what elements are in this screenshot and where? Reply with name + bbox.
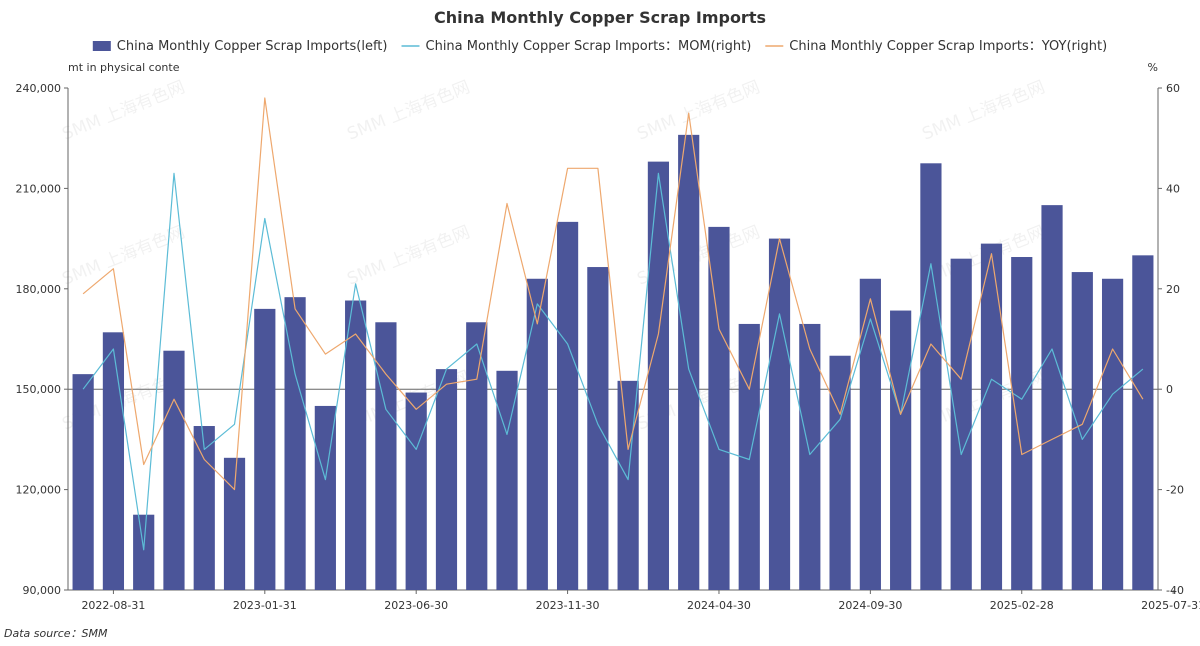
bar: [72, 374, 94, 590]
left-axis-unit: mt in physical conte: [68, 61, 180, 74]
legend-item[interactable]: China Monthly Copper Scrap Imports：YOY(r…: [765, 39, 1107, 54]
right-tick-label: 0: [1166, 383, 1173, 396]
x-tick-label: 2024-04-30: [687, 599, 751, 612]
bar: [284, 297, 306, 590]
legend-label: China Monthly Copper Scrap Imports：YOY(r…: [789, 39, 1107, 54]
watermark: SMM 上海有色网: [919, 77, 1048, 144]
bar: [526, 278, 548, 590]
data-source: Data source：SMM: [4, 627, 108, 640]
watermark: SMM 上海有色网: [634, 77, 763, 144]
bar: [890, 310, 912, 590]
bar: [647, 161, 670, 591]
bar: [1101, 278, 1124, 590]
chart-title: China Monthly Copper Scrap Imports: [434, 8, 766, 27]
x-tick-label: 2023-06-30: [384, 599, 448, 612]
bar: [102, 332, 125, 590]
mom-line: [82, 172, 1144, 551]
legend[interactable]: China Monthly Copper Scrap Imports(left)…: [92, 39, 1107, 54]
watermark: SMM 上海有色网: [59, 77, 188, 144]
bar: [708, 226, 730, 591]
left-tick-label: 210,000: [16, 182, 62, 195]
left-tick-label: 120,000: [16, 484, 62, 497]
bar: [314, 405, 336, 590]
left-tick-label: 240,000: [16, 82, 62, 95]
x-tick-label: 2024-09-30: [838, 599, 902, 612]
bar: [829, 355, 851, 590]
axes: [64, 87, 1174, 594]
bar: [163, 350, 185, 590]
right-axis-unit: %: [1148, 61, 1158, 74]
bar: [1041, 205, 1063, 590]
legend-label: China Monthly Copper Scrap Imports(left): [117, 39, 388, 54]
bar: [1132, 255, 1154, 591]
legend-swatch: [92, 41, 111, 51]
bar: [799, 323, 821, 590]
bar: [254, 308, 276, 590]
bar: [920, 163, 942, 591]
bar: [980, 243, 1003, 590]
bar: [1071, 272, 1093, 590]
x-tick-label: 2025-02-28: [990, 599, 1054, 612]
bar: [768, 238, 791, 590]
bar: [193, 426, 215, 590]
right-tick-label: -40: [1166, 584, 1184, 597]
bar: [345, 300, 367, 590]
tick-labels: 90,000 120,000 150,000 180,000 210,000 240,00…: [16, 82, 1200, 612]
left-tick-label: 180,000: [16, 283, 62, 296]
bar: [496, 370, 518, 590]
bar: [435, 369, 458, 590]
bar: [405, 392, 427, 590]
watermark: SMM 上海有色网: [344, 77, 473, 144]
bar: [1011, 257, 1033, 590]
x-tick-label: 2023-01-31: [233, 599, 297, 612]
bar: [617, 380, 639, 590]
left-tick-label: 150,000: [16, 383, 62, 396]
bar: [950, 258, 972, 590]
line-series: [82, 97, 1144, 551]
left-tick-label: 90,000: [23, 584, 62, 597]
legend-item[interactable]: China Monthly Copper Scrap Imports(left): [92, 39, 388, 54]
watermark: SMM 上海有色网: [344, 222, 473, 289]
right-tick-label: 20: [1166, 283, 1180, 296]
legend-label: China Monthly Copper Scrap Imports：MOM(r…: [426, 39, 752, 54]
legend-item[interactable]: China Monthly Copper Scrap Imports：MOM(r…: [401, 39, 752, 54]
x-tick-label: 2023-11-30: [536, 599, 600, 612]
right-tick-label: -20: [1166, 484, 1184, 497]
watermark: SMM 上海有色网: [59, 222, 188, 289]
bar: [375, 322, 397, 590]
bar: [556, 221, 579, 590]
bar: [466, 322, 488, 590]
bar: [133, 514, 155, 590]
yoy-line: [82, 97, 1144, 491]
bar: [223, 457, 246, 590]
x-tick-label: 2022-08-31: [81, 599, 145, 612]
right-tick-label: 40: [1166, 182, 1180, 195]
bar: [678, 134, 700, 590]
bar: [859, 278, 881, 590]
right-tick-label: 60: [1166, 82, 1180, 95]
bar: [587, 267, 609, 590]
x-tick-label: 2025-07-31: [1141, 599, 1200, 612]
bar-series: [72, 134, 1154, 591]
